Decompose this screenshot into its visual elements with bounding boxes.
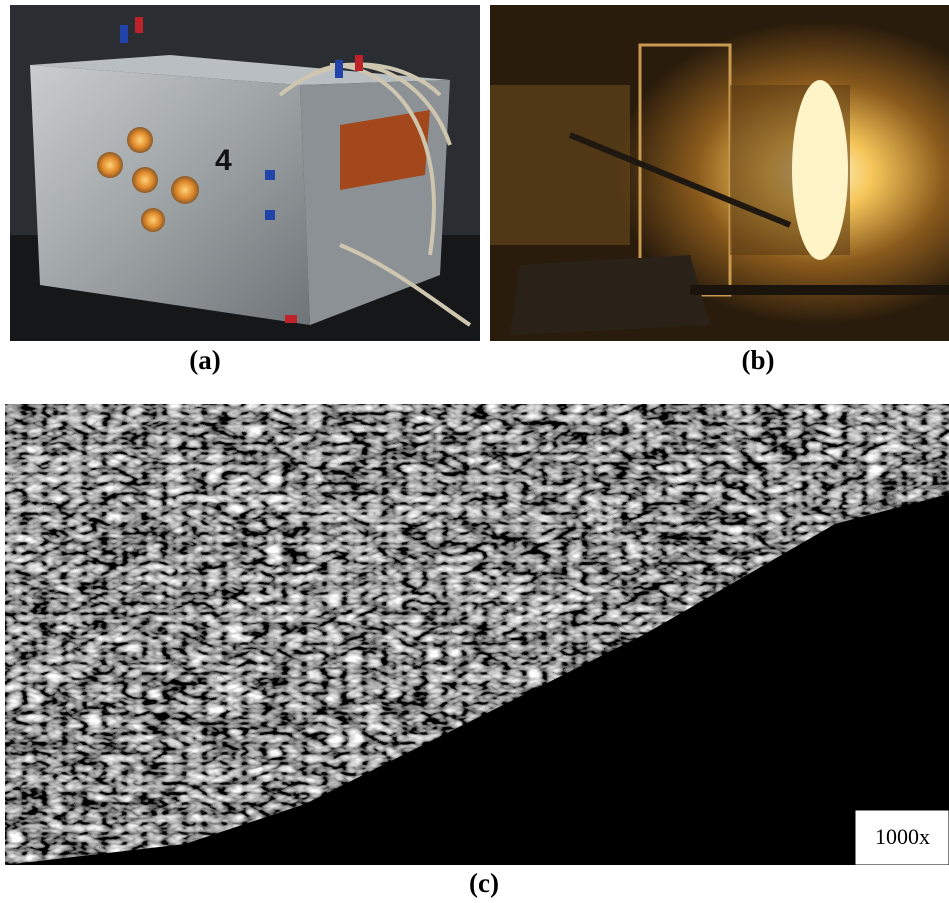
photo-a: 4 [10,5,480,341]
caption-b: (b) [718,345,798,376]
caption-c: (c) [444,868,524,899]
photo-b [490,5,949,341]
scale-label: 1000x [875,824,930,849]
box-marking: 4 [215,144,232,177]
figure: 4 (a) (b) 1000x (c) (() => { const data … [0,0,949,903]
photo-c: 1000x [5,404,949,865]
caption-a: (a) [165,345,245,376]
